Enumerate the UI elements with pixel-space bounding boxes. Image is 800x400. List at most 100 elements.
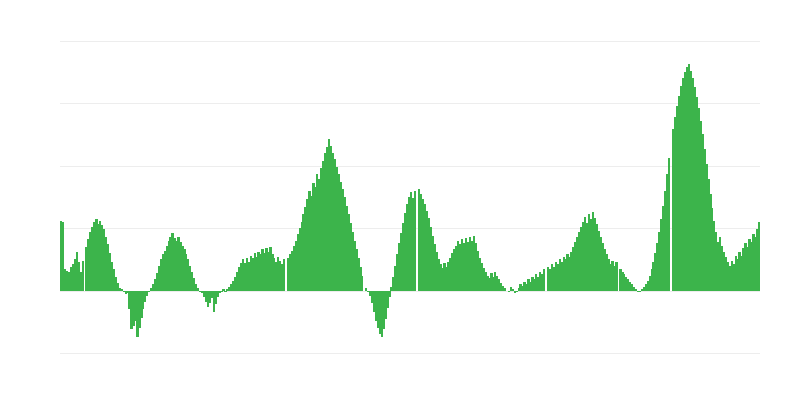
bar: [322, 160, 325, 291]
bar: [492, 276, 495, 291]
bar: [87, 239, 90, 291]
bar: [189, 265, 192, 291]
bar: [640, 289, 644, 291]
bar: [529, 281, 532, 291]
bar: [679, 85, 683, 291]
bar: [318, 179, 321, 291]
bar: [668, 158, 671, 291]
bar: [568, 256, 571, 291]
bar: [149, 288, 153, 291]
bar: [476, 250, 479, 291]
bar: [122, 290, 125, 292]
bar: [556, 264, 559, 291]
bar: [691, 78, 694, 291]
bar: [323, 153, 327, 291]
bar: [110, 261, 114, 291]
bar: [77, 261, 80, 291]
bar: [71, 264, 75, 291]
bar: [368, 290, 372, 296]
bar: [580, 226, 583, 291]
bar: [650, 269, 653, 291]
bar: [235, 271, 239, 291]
bar: [192, 278, 196, 291]
bar: [308, 190, 311, 291]
bar: [734, 255, 737, 291]
bar: [99, 220, 102, 291]
bar: [161, 254, 165, 291]
bar: [202, 290, 206, 297]
bar: [630, 284, 634, 291]
bar: [163, 250, 166, 291]
plot-area[interactable]: [60, 10, 760, 392]
bar: [666, 174, 669, 291]
bar: [296, 234, 299, 291]
bar: [325, 146, 329, 291]
bar: [603, 249, 606, 291]
bar: [116, 283, 120, 291]
bar: [713, 220, 716, 291]
bar: [101, 224, 104, 291]
bar: [335, 166, 339, 291]
bar: [619, 269, 622, 291]
bar: [355, 249, 358, 291]
bar: [541, 274, 544, 291]
bar: [537, 276, 540, 291]
bar: [413, 190, 417, 291]
bar: [312, 183, 315, 291]
bar: [214, 290, 217, 305]
bar: [378, 290, 382, 335]
bar: [648, 275, 651, 291]
bar: [589, 219, 593, 291]
bar: [118, 288, 121, 291]
bar: [456, 240, 460, 291]
bar: [232, 280, 235, 291]
bar: [220, 290, 223, 292]
bar: [294, 240, 297, 291]
bar: [210, 290, 213, 298]
bar: [503, 288, 507, 291]
bar: [406, 204, 409, 291]
bar: [562, 256, 565, 291]
bar: [693, 86, 696, 291]
bar: [636, 290, 640, 292]
bar: [265, 248, 268, 291]
bar: [259, 254, 262, 291]
bar: [130, 290, 133, 330]
bar: [627, 279, 630, 291]
bar: [196, 288, 200, 291]
bar: [349, 223, 352, 291]
bar: [615, 261, 618, 291]
bar: [314, 186, 317, 291]
bar: [267, 251, 270, 291]
bar: [410, 191, 413, 291]
bar: [744, 243, 747, 291]
bar: [269, 246, 272, 291]
bar: [642, 286, 646, 291]
bar: [124, 290, 127, 295]
bar: [144, 290, 147, 302]
bar: [638, 290, 642, 292]
bar: [396, 254, 399, 291]
bar: [106, 244, 110, 291]
bar: [566, 254, 569, 291]
bar: [742, 248, 745, 291]
bar: [226, 289, 229, 291]
bar: [433, 244, 436, 291]
bar: [585, 223, 589, 291]
bar: [496, 275, 499, 291]
bar: [177, 236, 180, 291]
bar: [353, 240, 356, 291]
bar: [726, 261, 730, 291]
bar: [609, 264, 612, 291]
bar: [447, 261, 450, 291]
bar: [306, 199, 309, 291]
bar: [366, 290, 370, 292]
bar: [128, 290, 131, 310]
bar: [365, 288, 368, 291]
bar: [179, 241, 182, 291]
bar: [142, 290, 145, 310]
bar: [147, 290, 151, 292]
bar: [683, 71, 687, 291]
bar: [758, 221, 760, 291]
bar: [419, 194, 423, 291]
